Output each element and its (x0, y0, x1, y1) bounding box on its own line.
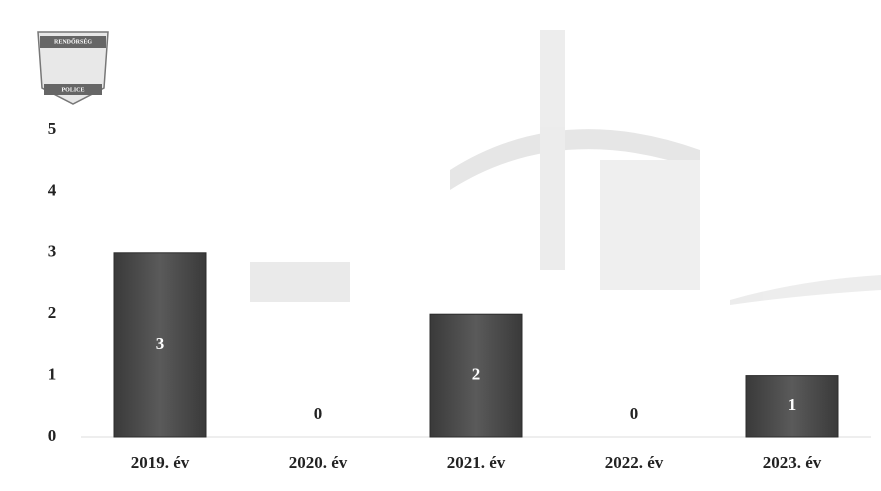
x-tick-label: 2020. év (289, 453, 348, 472)
y-tick-label: 4 (48, 180, 57, 199)
x-tick-label: 2022. év (605, 453, 664, 472)
y-tick-label: 1 (48, 365, 57, 384)
background-image (250, 30, 881, 305)
data-label: 0 (314, 404, 323, 423)
y-tick-label: 2 (48, 303, 57, 322)
logo: RENDŐRSÉG POLICE (37, 31, 109, 105)
bar (745, 375, 839, 438)
data-label: 2 (472, 365, 481, 384)
logo-top-text: RENDŐRSÉG (54, 37, 92, 45)
y-tick-label: 3 (48, 242, 57, 261)
y-tick-label: 0 (48, 426, 57, 445)
logo-bottom-text: POLICE (61, 87, 84, 93)
x-tick-label: 2021. év (447, 453, 506, 472)
x-tick-label: 2023. év (763, 453, 822, 472)
bar (113, 252, 207, 438)
x-tick-label: 2019. év (131, 453, 190, 472)
data-label: 1 (788, 395, 797, 414)
y-tick-label: 5 (48, 119, 57, 138)
data-label: 3 (156, 334, 165, 353)
data-label: 0 (630, 404, 639, 423)
bar (429, 313, 523, 438)
